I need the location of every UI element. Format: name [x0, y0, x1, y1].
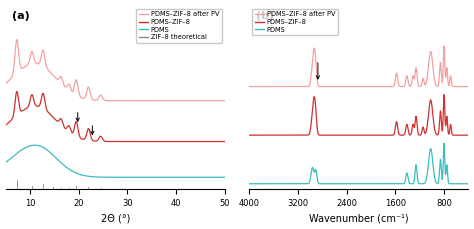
Legend: PDMS–ZIF–8 after PV, PDMS–ZIF–8, PDMS, ZIF–8 theoretical: PDMS–ZIF–8 after PV, PDMS–ZIF–8, PDMS, Z… [137, 9, 222, 43]
X-axis label: Wavenumber (cm⁻¹): Wavenumber (cm⁻¹) [309, 213, 409, 224]
Text: (b): (b) [255, 11, 274, 21]
X-axis label: 2Θ (°): 2Θ (°) [100, 213, 130, 224]
Legend: PDMS–ZIF–8 after PV, PDMS–ZIF–8, PDMS: PDMS–ZIF–8 after PV, PDMS–ZIF–8, PDMS [252, 9, 337, 35]
Text: (a): (a) [12, 11, 30, 21]
